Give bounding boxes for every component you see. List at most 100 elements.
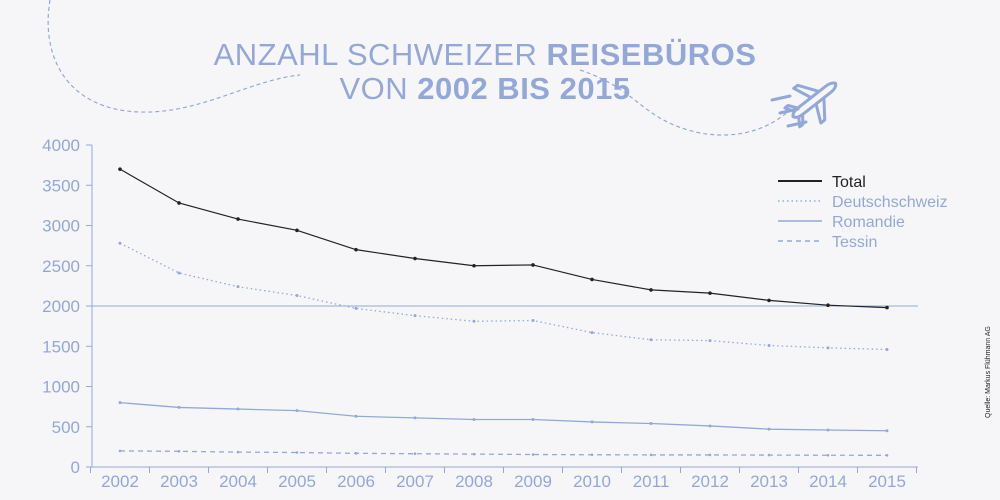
- data-point-total: [118, 167, 122, 171]
- title-bold-1: REISEBÜROS: [546, 37, 757, 72]
- x-tick-label: 2013: [750, 472, 788, 491]
- title-regular-1: ANZAHL SCHWEIZER: [213, 37, 547, 72]
- x-tick-label: 2003: [160, 472, 198, 491]
- data-point-deutschschweiz: [531, 318, 535, 322]
- series-line-deutschschweiz: [119, 242, 888, 351]
- data-point-total: [354, 247, 358, 252]
- data-point-total: [295, 228, 299, 233]
- data-point-deutschschweiz: [236, 285, 240, 289]
- legend-label-total: Total: [832, 174, 866, 191]
- data-point-total: [590, 277, 594, 282]
- x-tick-label: 2002: [101, 472, 139, 491]
- data-point-deutschschweiz: [649, 338, 653, 342]
- y-tick-label: 1500: [42, 337, 80, 356]
- data-point-deutschschweiz: [118, 241, 122, 245]
- data-point-deutschschweiz: [826, 346, 830, 350]
- legend-label-tessin: Tessin: [832, 234, 877, 251]
- data-point-romandie: [708, 424, 712, 428]
- data-point-romandie: [531, 418, 535, 422]
- y-tick-label: 3000: [42, 217, 80, 236]
- data-point-deutschschweiz: [413, 314, 417, 318]
- data-point-total: [885, 305, 889, 310]
- data-point-total: [531, 263, 535, 267]
- series-deutschschweiz: [118, 241, 889, 351]
- x-tick-label: 2008: [455, 472, 493, 491]
- legend-label-romandie: Romandie: [832, 214, 905, 231]
- series-line-tessin: [119, 450, 888, 456]
- y-tick-label: 3500: [42, 176, 80, 195]
- data-point-tessin: [767, 453, 771, 457]
- dashed-flight-path: [47, 0, 791, 136]
- data-point-tessin: [472, 452, 476, 456]
- data-point-tessin: [649, 453, 653, 457]
- data-point-tessin: [354, 452, 358, 455]
- data-point-tessin: [177, 450, 181, 453]
- data-point-deutschschweiz: [354, 306, 358, 310]
- data-point-romandie: [826, 428, 830, 432]
- data-point-romandie: [177, 405, 181, 409]
- chart-title-line-1: ANZAHL SCHWEIZER REISEBÜROS: [190, 38, 780, 72]
- source-note: Quelle: Markus Flühmann AG: [985, 326, 992, 418]
- data-point-tessin: [590, 453, 594, 457]
- data-point-romandie: [885, 429, 889, 433]
- data-point-romandie: [649, 422, 653, 426]
- data-point-romandie: [413, 416, 417, 420]
- y-tick-label: 1000: [42, 378, 80, 397]
- x-tick-label: 2010: [573, 472, 611, 491]
- data-point-tessin: [295, 451, 299, 454]
- data-point-deutschschweiz: [472, 319, 476, 323]
- data-point-total: [826, 303, 830, 307]
- data-point-total: [708, 291, 712, 295]
- data-point-total: [413, 256, 417, 261]
- data-point-deutschschweiz: [590, 331, 594, 335]
- data-point-romandie: [118, 401, 122, 405]
- series-romandie: [118, 401, 889, 433]
- y-tick-label: 0: [71, 458, 80, 477]
- series-tessin: [118, 449, 889, 457]
- data-point-tessin: [826, 453, 830, 457]
- data-point-romandie: [295, 409, 299, 413]
- legend-label-deutschschweiz: Deutschschweiz: [832, 194, 948, 211]
- series-total: [118, 167, 889, 310]
- x-tick-label: 2015: [868, 472, 906, 491]
- series-line-total: [119, 168, 888, 309]
- y-tick-label: 500: [52, 418, 80, 437]
- speed-lines: [770, 94, 808, 128]
- data-point-total: [177, 201, 181, 205]
- title-bold-2: 2002 BIS 2015: [417, 71, 631, 106]
- data-point-total: [767, 298, 771, 303]
- x-tick-label: 2009: [514, 472, 552, 491]
- data-point-romandie: [236, 407, 240, 411]
- data-point-tessin: [236, 450, 240, 454]
- x-tick-label: 2007: [396, 472, 434, 491]
- data-point-tessin: [413, 452, 417, 456]
- x-tick-label: 2006: [337, 472, 375, 491]
- x-tick-label: 2014: [809, 472, 847, 491]
- y-tick-label: 2500: [42, 257, 80, 276]
- data-point-tessin: [708, 453, 712, 457]
- y-tick-label: 4000: [42, 136, 80, 155]
- decoration: [47, 0, 838, 136]
- chart-title-line-2: VON 2002 BIS 2015: [190, 72, 780, 106]
- x-tick-label: 2005: [278, 472, 316, 491]
- data-point-romandie: [472, 418, 476, 422]
- data-point-total: [472, 263, 476, 268]
- data-point-total: [236, 217, 240, 221]
- data-point-tessin: [531, 453, 535, 456]
- data-point-romandie: [590, 420, 594, 424]
- x-tick-label: 2004: [219, 472, 257, 491]
- series-line-romandie: [119, 401, 888, 432]
- data-point-romandie: [767, 427, 771, 431]
- data-point-deutschschweiz: [295, 294, 299, 298]
- data-point-romandie: [354, 414, 358, 418]
- x-tick-label: 2012: [691, 472, 729, 491]
- x-tick-label: 2011: [633, 472, 670, 491]
- data-point-deutschschweiz: [767, 343, 771, 347]
- data-point-tessin: [885, 454, 889, 457]
- data-point-deutschschweiz: [885, 347, 889, 351]
- y-tick-label: 2000: [42, 297, 80, 316]
- data-point-deutschschweiz: [708, 339, 712, 343]
- data-point-deutschschweiz: [177, 271, 181, 275]
